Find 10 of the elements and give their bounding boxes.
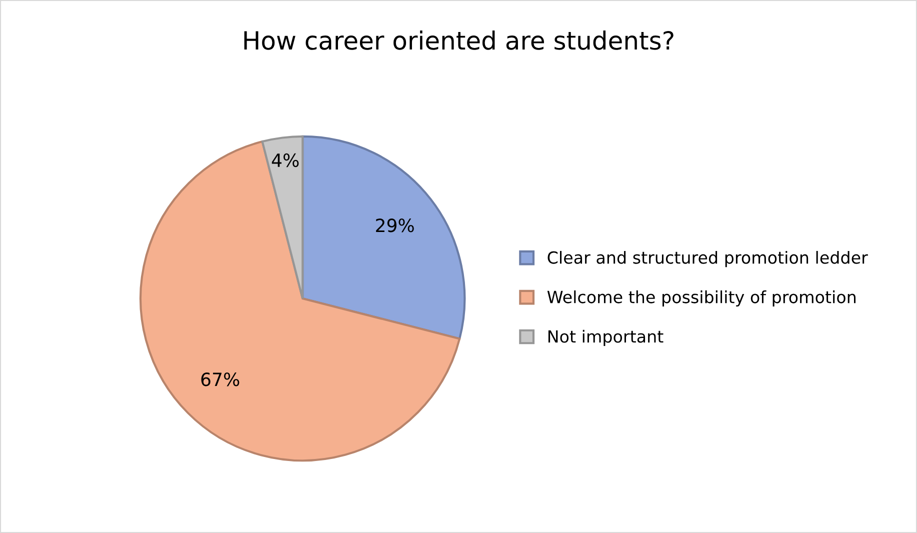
legend-label: Welcome the possibility of promotion	[547, 290, 856, 307]
data-label: 4%	[272, 153, 299, 168]
legend-label: Not important	[548, 330, 664, 346]
data-label: 29%	[376, 218, 414, 232]
legend-label: Clear and structured promotion ledder	[548, 250, 868, 268]
pie-slice	[140, 140, 461, 462]
pie-slice	[261, 135, 304, 300]
data-label: 67%	[201, 372, 240, 386]
pie-slice	[302, 135, 466, 340]
chart-title: How career oriented are students?	[244, 30, 674, 50]
